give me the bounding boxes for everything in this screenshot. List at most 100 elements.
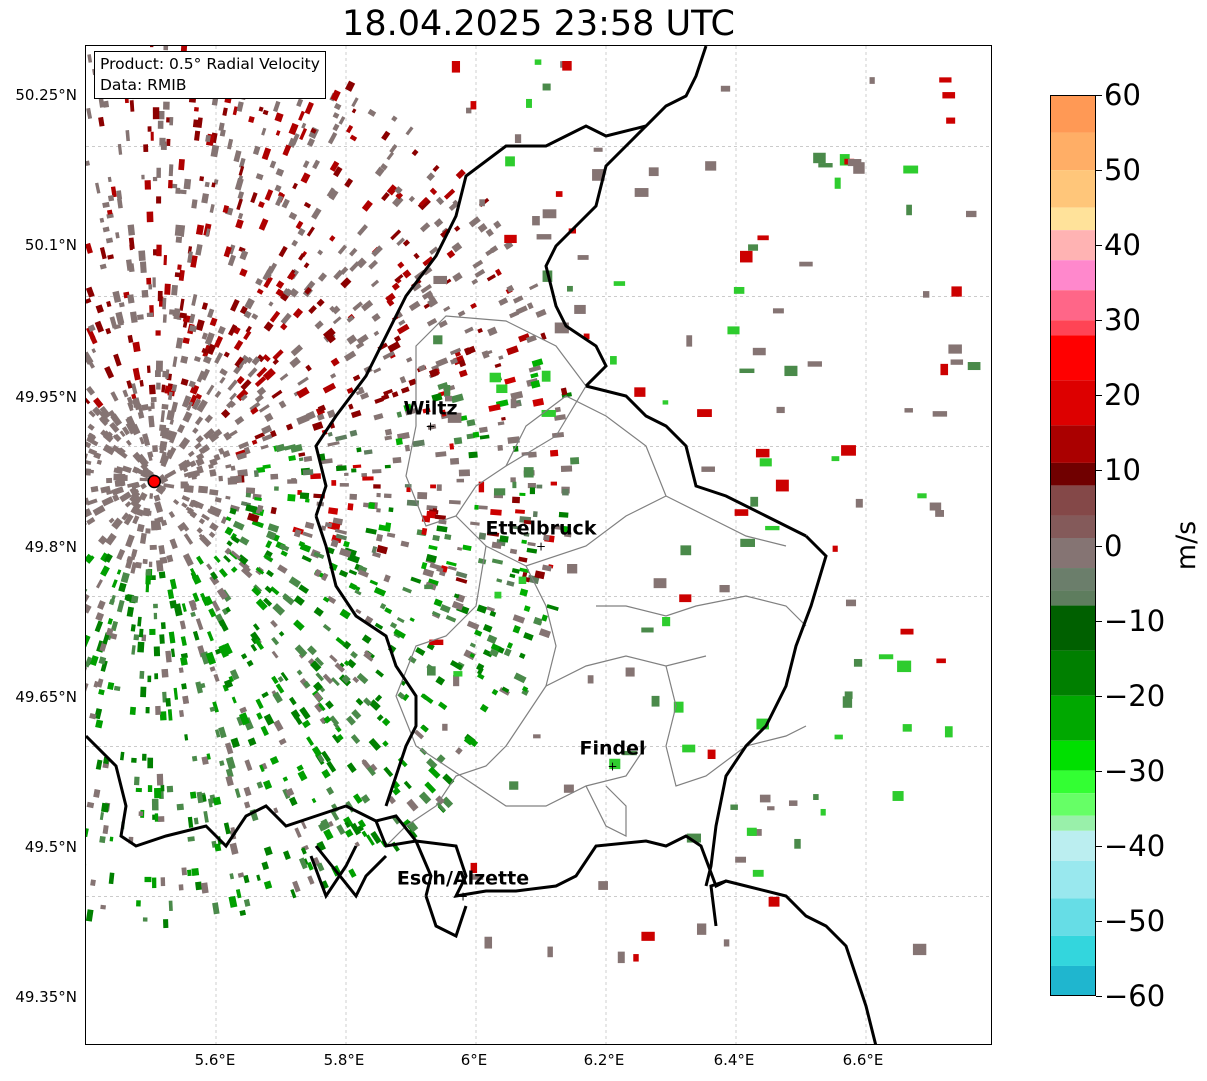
echo-pixel bbox=[355, 608, 362, 615]
echo-pixel bbox=[255, 598, 268, 611]
echo-pixel bbox=[479, 434, 490, 440]
echo-pixel bbox=[254, 638, 265, 651]
echo-pixel bbox=[142, 558, 148, 565]
echo-pixel bbox=[173, 687, 179, 700]
echo-pixel bbox=[371, 312, 381, 322]
echo-pixel bbox=[374, 166, 385, 177]
echo-pixel bbox=[237, 212, 244, 220]
echo-pixel bbox=[200, 368, 211, 381]
echo-pixel bbox=[218, 475, 224, 482]
echo-pixel bbox=[149, 628, 156, 635]
echo-pixel bbox=[269, 310, 281, 323]
echo-pixel bbox=[152, 445, 158, 453]
echo-pixel bbox=[138, 250, 146, 262]
echo-pixel bbox=[167, 709, 173, 721]
echo-pixel bbox=[302, 531, 313, 538]
echo-pixel bbox=[228, 675, 234, 683]
echo-pixel bbox=[143, 144, 149, 153]
echo-pixel bbox=[87, 432, 96, 442]
echo-pixel bbox=[99, 247, 107, 260]
echo-pixel bbox=[321, 750, 331, 763]
echo-pixel bbox=[561, 525, 569, 533]
echo-pixel bbox=[255, 173, 264, 181]
echo-pixel bbox=[126, 380, 133, 389]
echo-pixel bbox=[757, 235, 769, 241]
echo-pixel bbox=[313, 692, 323, 702]
echo-pixel bbox=[102, 825, 109, 835]
echo-pixel bbox=[400, 386, 410, 394]
echo-pixel bbox=[279, 543, 290, 552]
echo-pixel bbox=[119, 430, 126, 438]
echo-pixel bbox=[188, 313, 196, 324]
echo-pixel bbox=[296, 98, 304, 108]
colorbar-segment bbox=[1050, 207, 1096, 231]
x-tick-label: 5.6°E bbox=[194, 1051, 236, 1069]
echo-pixel bbox=[306, 226, 315, 237]
colorbar-segment bbox=[1050, 462, 1096, 486]
echo-pixel bbox=[196, 791, 204, 804]
echo-pixel bbox=[207, 798, 213, 808]
echo-pixel bbox=[435, 357, 449, 368]
echo-pixel bbox=[373, 484, 381, 489]
echo-pixel bbox=[478, 532, 487, 540]
echo-pixel bbox=[211, 600, 221, 612]
echo-pixel bbox=[271, 650, 279, 659]
city-label: Findel bbox=[579, 738, 645, 760]
echo-pixel bbox=[433, 335, 443, 345]
echo-pixel bbox=[534, 570, 546, 580]
echo-pixel bbox=[939, 77, 952, 83]
echo-pixel bbox=[131, 757, 137, 763]
echo-pixel bbox=[357, 824, 364, 832]
echo-pixel bbox=[301, 821, 307, 830]
echo-pixel bbox=[900, 628, 914, 635]
echo-pixel bbox=[306, 138, 315, 147]
echo-pixel bbox=[421, 693, 434, 705]
echo-pixel bbox=[237, 872, 245, 878]
echo-pixel bbox=[433, 598, 443, 607]
echo-pixel bbox=[150, 520, 157, 531]
echo-pixel bbox=[317, 249, 324, 256]
echo-pixel bbox=[772, 308, 784, 314]
echo-pixel bbox=[447, 565, 457, 571]
echo-pixel bbox=[112, 493, 120, 502]
echo-pixel bbox=[124, 501, 132, 508]
echo-pixel bbox=[219, 129, 226, 137]
echo-pixel bbox=[239, 250, 249, 261]
echo-pixel bbox=[229, 842, 239, 855]
echo-pixel bbox=[408, 195, 416, 203]
echo-pixel bbox=[510, 398, 517, 409]
echo-pixel bbox=[238, 441, 250, 450]
echo-pixel bbox=[86, 459, 92, 465]
echo-pixel bbox=[498, 297, 509, 306]
echo-pixel bbox=[368, 259, 379, 270]
echo-pixel bbox=[429, 246, 439, 255]
echo-pixel bbox=[177, 264, 182, 271]
echo-pixel bbox=[470, 862, 478, 874]
echo-pixel bbox=[350, 822, 362, 836]
echo-pixel bbox=[746, 827, 757, 836]
echo-pixel bbox=[157, 290, 163, 302]
colorbar-tick-mark bbox=[1096, 620, 1102, 622]
echo-pixel bbox=[451, 600, 464, 611]
echo-pixel bbox=[154, 787, 162, 799]
echo-pixel bbox=[203, 595, 214, 606]
echo-pixel bbox=[813, 152, 826, 164]
echo-pixel bbox=[141, 289, 149, 298]
echo-pixel bbox=[311, 746, 322, 757]
map-area[interactable]: + Wiltz + Ettelbruck + Findel + Esch/Alzette bbox=[85, 45, 992, 1045]
echo-pixel bbox=[327, 131, 338, 145]
echo-pixel bbox=[454, 225, 461, 232]
echo-pixel bbox=[319, 716, 327, 724]
echo-pixel bbox=[336, 733, 344, 741]
echo-pixel bbox=[256, 354, 265, 363]
echo-pixel bbox=[405, 126, 414, 136]
colorbar-segment bbox=[1050, 380, 1096, 426]
echo-pixel bbox=[496, 384, 508, 394]
echo-pixel bbox=[499, 535, 509, 543]
echo-pixel bbox=[446, 560, 457, 567]
echo-pixel bbox=[892, 791, 904, 801]
echo-pixel bbox=[393, 335, 402, 343]
echo-pixel bbox=[813, 794, 819, 800]
echo-pixel bbox=[326, 334, 336, 344]
echo-pixel bbox=[125, 130, 130, 142]
